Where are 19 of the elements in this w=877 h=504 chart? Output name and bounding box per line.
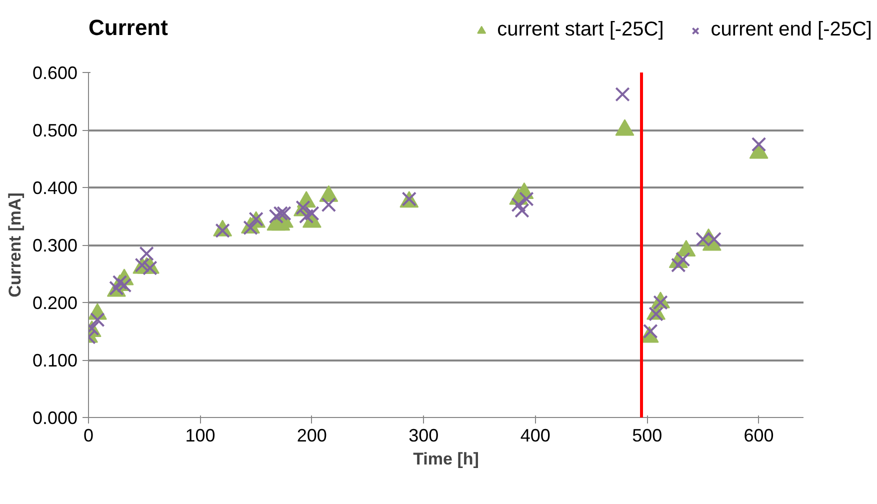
legend-label: current end [-25C]	[710, 18, 872, 42]
x-tick-label: 400	[520, 426, 550, 446]
y-tick-label: 0.100	[32, 350, 78, 370]
x-tick-label: 300	[408, 426, 439, 446]
chart-title: Current	[88, 15, 169, 40]
y-tick-label: 0.200	[32, 293, 78, 313]
y-tick-label: 0.500	[32, 120, 78, 140]
y-tick-label: 0.600	[32, 63, 78, 83]
x-axis-title: Time [h]	[413, 450, 479, 468]
legend-label: current start [-25C]	[497, 18, 664, 42]
y-tick-label: 0.400	[32, 178, 78, 198]
x-tick-label: 100	[185, 426, 216, 446]
x-tick-label: 0	[83, 426, 94, 446]
x-tick-label: 600	[744, 426, 774, 446]
y-tick-label: 0.300	[32, 236, 78, 256]
y-tick-label: 0.000	[32, 408, 78, 428]
x-tick-label: 200	[296, 426, 327, 446]
y-axis-title: Current [mA]	[5, 192, 24, 298]
x-tick-label: 500	[632, 426, 662, 446]
